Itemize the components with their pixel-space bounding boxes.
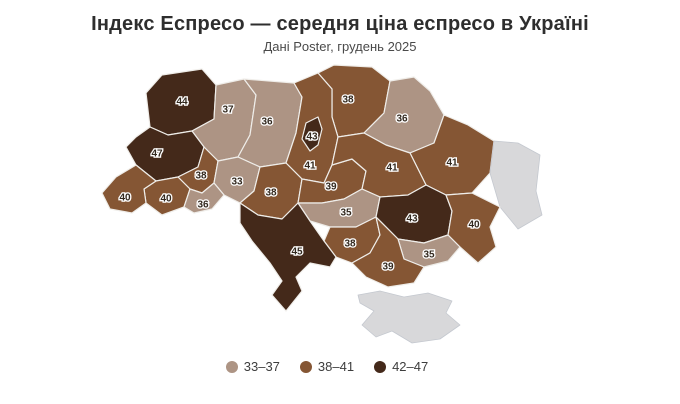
legend-swatch-38-41 [299, 360, 312, 373]
region-value-lviv: 47 [151, 149, 163, 160]
legend-label-42-47: 42–47 [392, 359, 429, 374]
legend-label-38-41: 38–41 [317, 359, 355, 374]
region-value-zakarpattia: 40 [119, 193, 131, 204]
region-value-chernivtsi: 36 [197, 200, 209, 211]
region-value-odesa: 45 [291, 247, 303, 258]
region-value-sumy: 36 [396, 114, 408, 125]
region-value-dnipro: 43 [406, 214, 418, 225]
map-regions-layer [101, 64, 543, 344]
chart-subtitle: Дані Poster, грудень 2025 [263, 39, 417, 54]
map-labels-layer: 44 37 36 38 36 41 41 47 38 33 40 40 36 38 39 41 35 43 40 35… [118, 93, 481, 274]
region-donetsk[interactable] [445, 192, 501, 264]
region-value-mykolaiv: 38 [344, 239, 356, 250]
legend-item-42-47: 42–47 [374, 359, 428, 374]
region-value-vinnytsia: 38 [265, 188, 277, 199]
region-value-kirovohrad: 35 [340, 208, 352, 219]
legend: 33–37 38–41 42–47 [0, 359, 667, 374]
region-value-rivne: 37 [222, 105, 234, 116]
region-value-volyn: 44 [176, 97, 188, 108]
region-value-chernihiv: 38 [342, 95, 354, 106]
region-value-ivano-frankivsk: 40 [160, 194, 172, 205]
region-kherson[interactable] [351, 216, 425, 288]
chart-title: Індекс Еспресо — середня ціна еспресо в … [91, 13, 589, 35]
region-value-kyiv-city: 43 [306, 132, 318, 143]
region-value-kherson: 39 [382, 262, 394, 273]
legend-swatch-33-37 [225, 360, 238, 373]
espresso-index-chart: Індекс Еспресо — середня ціна еспресо в … [0, 12, 680, 404]
region-value-ternopil: 38 [195, 171, 207, 182]
region-crimea[interactable] [357, 290, 461, 344]
ukraine-choropleth-map: 44 37 36 38 36 41 41 47 38 33 40 40 36 38 39 41 35 43 40 35… [101, 64, 543, 344]
legend-swatch-42-47 [374, 360, 387, 373]
region-chernivtsi[interactable] [183, 182, 225, 214]
legend-item-33-37: 33–37 [225, 359, 280, 374]
region-value-donetsk: 40 [468, 220, 480, 231]
region-value-kharkiv: 41 [446, 158, 458, 169]
region-value-khmelnytskyi: 33 [231, 177, 243, 188]
region-value-cherkasy: 39 [325, 182, 337, 193]
region-value-kyiv-oblast: 41 [304, 161, 316, 172]
region-value-zhytomyr: 36 [261, 117, 273, 128]
region-value-zaporizhzhia: 35 [423, 250, 435, 261]
legend-item-38-41: 38–41 [299, 359, 355, 374]
region-kyiv-city[interactable] [301, 116, 323, 152]
region-zakarpattia[interactable] [101, 164, 157, 214]
legend-label-33-37: 33–37 [243, 359, 280, 374]
region-value-poltava: 41 [386, 163, 398, 174]
region-luhansk[interactable] [489, 140, 543, 230]
region-odesa[interactable] [239, 202, 337, 312]
